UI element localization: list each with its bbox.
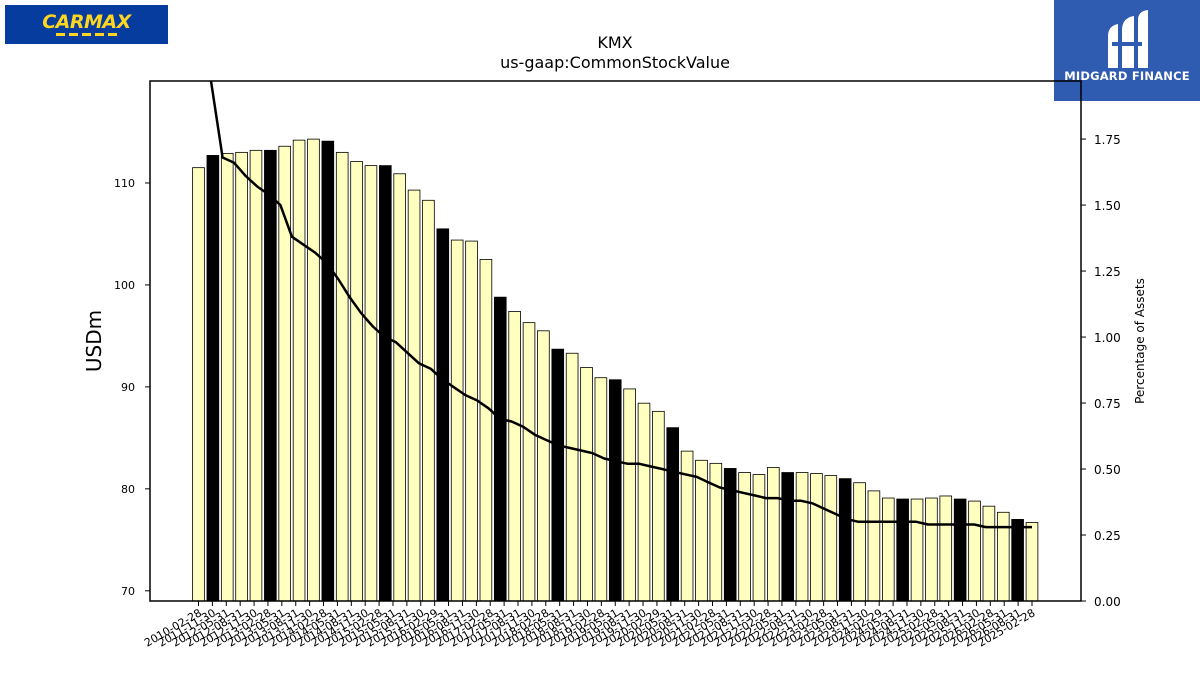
bar — [264, 149, 277, 602]
bar — [493, 296, 507, 602]
bar — [335, 151, 349, 602]
bar — [580, 367, 593, 602]
bar — [982, 505, 996, 602]
bar — [422, 199, 435, 602]
y2-tick-label: 1.75 — [1094, 133, 1121, 147]
bar — [1025, 522, 1039, 602]
bar — [450, 239, 464, 602]
carmax-logo-text: CARMAX — [42, 11, 131, 33]
bar — [968, 500, 981, 602]
x-axis: 2010-02-282011-11-302012-05-312012-08-31… — [142, 601, 1038, 650]
bar — [996, 511, 1010, 602]
midgard-emblem-icon — [1108, 10, 1148, 68]
bar — [465, 240, 478, 602]
y2-tick-label: 0.00 — [1094, 595, 1121, 609]
bar — [953, 498, 967, 602]
bar — [479, 259, 493, 602]
bar — [853, 482, 866, 602]
bar — [393, 173, 406, 602]
carmax-logo: CARMAX — [5, 5, 168, 44]
bar — [235, 151, 248, 602]
bar — [537, 330, 550, 602]
y-tick-label: 90 — [121, 381, 135, 394]
y2-tick-label: 0.50 — [1094, 463, 1121, 477]
y2-tick-label: 1.00 — [1094, 331, 1121, 345]
y2-tick-label: 1.25 — [1094, 265, 1121, 279]
bar — [350, 161, 363, 602]
y2-tick-label: 1.50 — [1094, 199, 1121, 213]
bar — [594, 377, 608, 602]
bar — [321, 140, 335, 602]
bar — [652, 410, 665, 602]
y-axis-label: USDm — [82, 310, 106, 372]
bar — [781, 472, 794, 602]
bar — [565, 352, 579, 602]
bar — [608, 379, 622, 602]
bar — [838, 478, 852, 602]
bar — [867, 490, 881, 602]
y-tick-label: 100 — [114, 279, 135, 292]
bar — [925, 497, 938, 602]
bar — [192, 167, 205, 602]
bar — [637, 402, 651, 602]
bar — [795, 472, 809, 602]
bar — [623, 388, 636, 602]
bar — [1011, 519, 1024, 602]
bar — [364, 165, 378, 602]
y-axis: 70 80 90 100 110 — [114, 177, 150, 598]
bar — [752, 474, 766, 602]
bars-group — [192, 138, 1039, 602]
bar — [436, 228, 450, 602]
carmax-logo-dashes — [55, 33, 118, 36]
bar — [767, 467, 780, 602]
bar — [810, 473, 823, 602]
bar — [882, 497, 895, 602]
y2-axis-label: Percentage of Assets — [1133, 278, 1147, 404]
bar — [939, 495, 953, 602]
bar — [551, 348, 565, 602]
pct-assets-line — [209, 80, 1032, 529]
bar — [249, 149, 263, 602]
bar — [220, 152, 234, 602]
y-tick-label: 80 — [121, 483, 135, 496]
y2-axis: 0.00 0.25 0.50 0.75 1.00 1.25 1.50 1.75 — [1081, 133, 1121, 609]
pct-assets-line-group — [209, 80, 1032, 529]
bar — [508, 311, 521, 602]
y-tick-label: 70 — [121, 585, 135, 598]
y2-tick-label: 0.25 — [1094, 529, 1121, 543]
bar — [896, 498, 909, 602]
bar — [307, 138, 320, 602]
bar — [407, 189, 421, 602]
y-tick-label: 110 — [114, 177, 135, 190]
bar — [206, 155, 220, 602]
bar — [292, 139, 306, 602]
midgard-finance-name: MIDGARD FINANCE — [1064, 69, 1190, 83]
chart-title: KMX — [597, 33, 632, 52]
y2-tick-label: 0.75 — [1094, 397, 1121, 411]
midgard-finance-logo: MIDGARD FINANCE — [1054, 0, 1200, 101]
bar — [666, 427, 680, 602]
chart-subtitle: us-gaap:CommonStockValue — [500, 53, 730, 72]
bar — [522, 322, 536, 602]
bar — [824, 475, 838, 602]
bar — [910, 498, 924, 602]
bar — [379, 165, 392, 602]
